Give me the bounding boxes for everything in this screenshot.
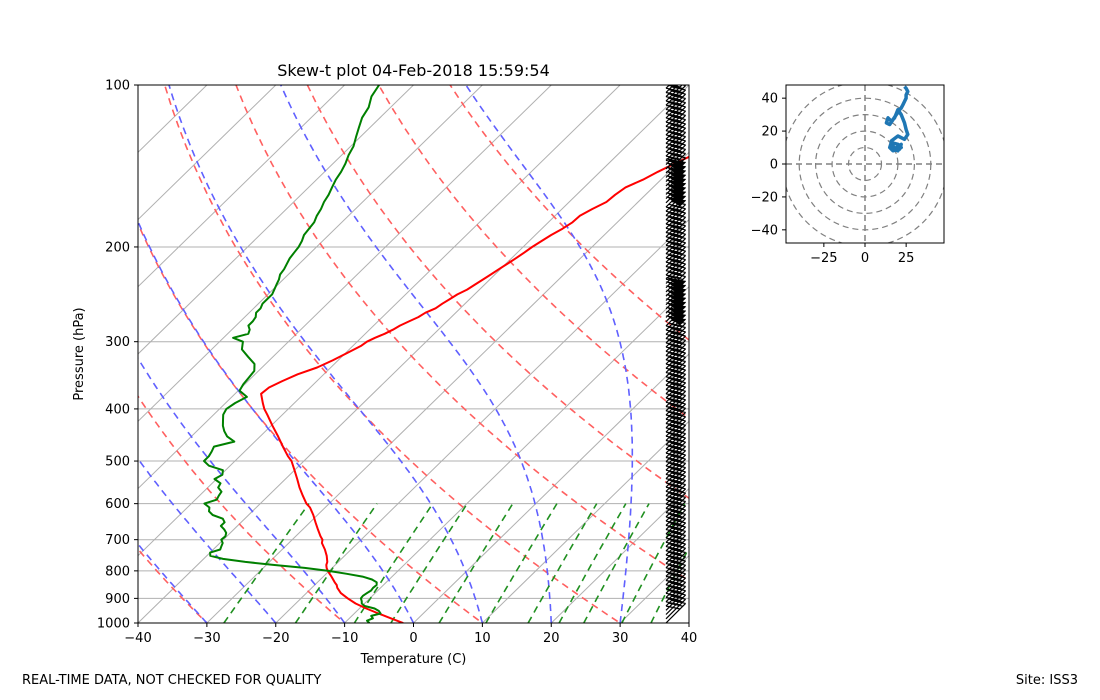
mixing-ratio-16 <box>558 503 627 623</box>
skew-t-axes: −40 −30 −20 −10 0 10 20 30 40 100 200 300 400 500 600 7… <box>72 61 697 667</box>
isotherm--30 <box>206 151 689 623</box>
x-tick-label: 10 <box>474 631 491 646</box>
y-tick-label: 700 <box>105 533 130 548</box>
isotherm--60 <box>138 85 552 490</box>
y-tick-label: 300 <box>105 335 130 350</box>
wind-barb-staff <box>665 85 675 93</box>
dry-adiabat-10 <box>138 221 484 623</box>
y-tick-label: 900 <box>105 592 130 607</box>
wind-barb-feather <box>672 70 686 73</box>
dry-adiabat-110 <box>449 85 689 341</box>
hodograph-axes: −25 0 25 40 20 0 −20 −40 <box>751 84 945 266</box>
dry-adiabat-70 <box>306 85 689 500</box>
skew-t-plot-area <box>138 66 689 623</box>
hodograph-plot-area <box>786 85 944 243</box>
mixing-ratio-28 <box>621 503 686 623</box>
mixing-ratio-3 <box>390 503 468 623</box>
moist-adiabat-20 <box>280 85 553 623</box>
quality-warning-text: REAL-TIME DATA, NOT CHECKED FOR QUALITY <box>22 673 322 688</box>
wind-barb-staff <box>665 85 683 102</box>
hodograph-x-tick-label: 25 <box>898 251 915 266</box>
dewpoint-line <box>203 85 382 623</box>
mixing-ratio-20 <box>583 503 650 623</box>
x-axis-label: Temperature (C) <box>360 652 467 667</box>
mixing-ratio-12 <box>527 503 598 623</box>
hodograph-y-tick-label: −20 <box>751 190 778 205</box>
isotherm--80 <box>138 85 414 355</box>
isotherm--40 <box>138 85 689 623</box>
y-tick-label: 800 <box>105 564 130 579</box>
isotherm-10 <box>482 420 689 623</box>
x-tick-label: −30 <box>193 631 220 646</box>
y-tick-label: 200 <box>105 240 130 255</box>
isotherm--110 <box>138 85 208 153</box>
wind-barb-feather <box>672 78 686 81</box>
wind-barb-feather <box>672 66 686 69</box>
mixing-ratio-36 <box>650 546 689 623</box>
isotherm-40 <box>688 622 689 623</box>
moist-adiabat-40 <box>688 619 689 623</box>
y-axis-label: Pressure (hPa) <box>72 307 87 400</box>
isotherm--20 <box>275 218 689 623</box>
y-tick-label: 600 <box>105 497 130 512</box>
wind-barb-feather <box>672 74 686 77</box>
temperature-line <box>260 155 689 623</box>
isotherm--10 <box>344 286 689 623</box>
wind-barb-feather <box>669 73 683 76</box>
site-label: Site: ISS3 <box>1015 673 1078 688</box>
moist-adiabat--10 <box>138 356 346 623</box>
wind-barb-feather <box>666 71 680 74</box>
isotherm-20 <box>550 487 689 623</box>
hodograph-ring-30 <box>814 113 915 215</box>
y-tick-label: 100 <box>105 79 130 94</box>
moist-adiabat-10 <box>168 85 484 623</box>
hodograph-y-tick-label: 0 <box>770 158 778 173</box>
hodograph-chart: −25 0 25 40 20 0 −20 −40 <box>751 84 945 266</box>
mixing-ratio-8 <box>485 503 558 623</box>
isotherm--90 <box>138 85 345 288</box>
wind-barb-feather <box>666 80 680 83</box>
moist-adiabat--20 <box>138 457 277 623</box>
mixing-ratio-0.4 <box>223 503 310 623</box>
chart-title: Skew-t plot 04-Feb-2018 15:59:54 <box>277 61 550 80</box>
y-tick-label: 1000 <box>97 617 130 632</box>
x-tick-label: −40 <box>124 631 151 646</box>
wind-barb-staff <box>665 85 679 98</box>
hodograph-y-tick-label: 40 <box>761 92 778 107</box>
moist-adiabat--30 <box>138 542 208 623</box>
mixing-ratio-2 <box>353 503 434 623</box>
y-tick-label: 400 <box>105 402 130 417</box>
hodograph-line <box>884 85 910 153</box>
x-tick-label: 20 <box>543 631 560 646</box>
x-tick-label: 30 <box>612 631 629 646</box>
hodograph-x-tick-label: −25 <box>810 251 837 266</box>
wind-barb-feather <box>669 69 683 72</box>
dry-adiabat-90 <box>378 85 689 420</box>
hodograph-y-tick-label: 20 <box>761 125 778 140</box>
x-tick-label: 40 <box>681 631 698 646</box>
y-tick-label: 500 <box>105 455 130 470</box>
wind-barb-feather <box>669 77 683 80</box>
skew-t-chart: −40 −30 −20 −10 0 10 20 30 40 100 200 300 400 500 600 7… <box>72 61 697 667</box>
moist-adiabat-30 <box>465 85 634 623</box>
x-tick-label: 0 <box>409 631 417 646</box>
isotherm-0 <box>413 353 689 623</box>
x-tick-label: −20 <box>262 631 289 646</box>
wind-barb-feather <box>666 76 680 79</box>
moist-adiabat-0 <box>138 219 415 623</box>
hodograph-x-tick-label: 0 <box>861 251 869 266</box>
hodograph-y-tick-label: −40 <box>751 223 778 238</box>
dry-adiabat-30 <box>163 85 622 623</box>
wind-barbs <box>665 66 687 623</box>
isotherm--100 <box>138 85 277 221</box>
wind-barb-feather <box>669 81 683 84</box>
x-tick-label: −10 <box>331 631 358 646</box>
isotherm-30 <box>619 555 689 623</box>
dry-adiabat--30 <box>138 547 209 623</box>
dry-adiabat-50 <box>235 85 689 582</box>
mixing-ratio-5 <box>438 503 514 623</box>
isotherm--70 <box>138 85 483 422</box>
